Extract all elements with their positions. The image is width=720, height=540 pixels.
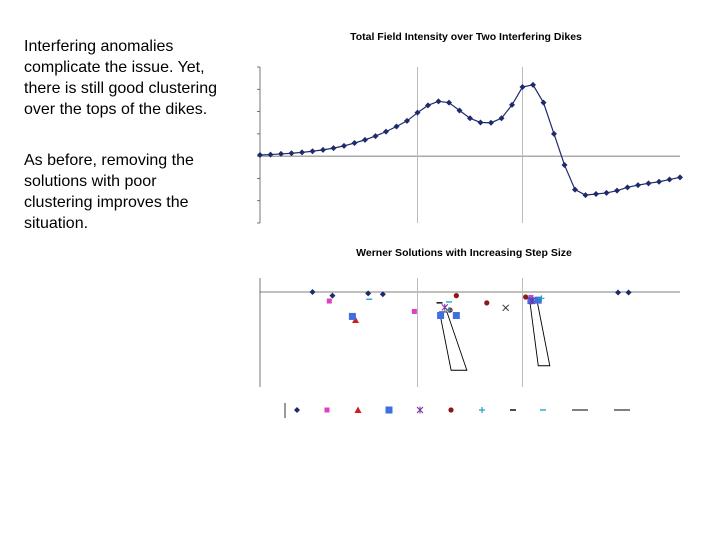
chart1-title: Total Field Intensity over Two Interferi… bbox=[350, 31, 582, 43]
chart1-series-line bbox=[259, 84, 681, 196]
chart2-point bbox=[534, 296, 542, 304]
bullet-removing: As before, removing the solutions with p… bbox=[24, 152, 194, 232]
chart1-point bbox=[383, 128, 389, 135]
bullet-list: Interfering anomalies complicate the iss… bbox=[24, 36, 224, 264]
chart2-dike-outline bbox=[439, 311, 468, 371]
chart1-point bbox=[372, 133, 379, 140]
chart1-point bbox=[257, 152, 263, 159]
chart2-point bbox=[528, 297, 536, 305]
chart2-point bbox=[309, 289, 316, 295]
chart2-point bbox=[452, 312, 460, 320]
chart2-legend-marker bbox=[416, 406, 424, 414]
chart1-point bbox=[498, 115, 505, 122]
chart1-point bbox=[414, 109, 421, 116]
chart1-point bbox=[330, 145, 337, 152]
chart1-point bbox=[446, 99, 452, 106]
chart2-point bbox=[484, 300, 490, 306]
chart2-point bbox=[411, 308, 417, 314]
chart1-point bbox=[656, 178, 662, 185]
chart1-point bbox=[309, 148, 316, 155]
chart2-point bbox=[446, 307, 452, 314]
chart1-point bbox=[593, 191, 599, 198]
chart2-legend-marker bbox=[448, 407, 454, 413]
chart2-point bbox=[441, 303, 449, 311]
chart2-point bbox=[365, 290, 372, 297]
chart1-point bbox=[467, 115, 473, 122]
chart2-point bbox=[523, 294, 529, 300]
chart2-point bbox=[453, 293, 459, 299]
chart1-point bbox=[614, 187, 620, 194]
chart2-dike-outline bbox=[529, 301, 551, 367]
chart1-point bbox=[540, 99, 547, 106]
bullet-interfering: Interfering anomalies complicate the iss… bbox=[24, 38, 217, 118]
chart1-point bbox=[582, 192, 589, 199]
chart1-point bbox=[519, 84, 526, 91]
chart1-point bbox=[509, 101, 515, 108]
chart1-point bbox=[404, 117, 410, 124]
chart2-point bbox=[329, 292, 336, 299]
chart1-point bbox=[278, 150, 284, 157]
chart1-point bbox=[666, 176, 673, 183]
werner-solutions-chart: Werner Solutions with Increasing Step Si… bbox=[259, 247, 680, 418]
chart1-point bbox=[267, 151, 274, 158]
chart1-point bbox=[551, 130, 557, 137]
chart2-point bbox=[538, 295, 545, 302]
total-field-chart: Total Field Intensity over Two Interferi… bbox=[257, 31, 683, 224]
chart1-point bbox=[572, 186, 578, 193]
chart2-point bbox=[379, 291, 386, 298]
chart2-legend-marker bbox=[294, 407, 300, 413]
chart1-point bbox=[645, 180, 652, 187]
chart1-point bbox=[299, 149, 305, 156]
chart1-point bbox=[425, 102, 431, 109]
chart2-legend-marker bbox=[385, 406, 393, 414]
chart1-point bbox=[635, 182, 641, 189]
chart1-point bbox=[677, 174, 683, 181]
chart1-point bbox=[320, 146, 326, 153]
chart2-point bbox=[502, 304, 510, 312]
chart1-point bbox=[477, 119, 484, 126]
chart1-point bbox=[341, 142, 347, 149]
chart1-point bbox=[288, 150, 295, 157]
chart1-point bbox=[435, 98, 442, 105]
chart2-legend-marker bbox=[354, 406, 362, 413]
chart1-point bbox=[351, 139, 358, 146]
chart2-point bbox=[615, 289, 622, 296]
chart2-point bbox=[437, 312, 445, 320]
chart1-point bbox=[456, 107, 463, 114]
chart2-legend-marker bbox=[479, 407, 485, 413]
chart1-point bbox=[561, 162, 568, 169]
chart1-point bbox=[488, 119, 494, 126]
chart2-point bbox=[326, 298, 332, 304]
chart1-point bbox=[393, 123, 400, 130]
chart2-point bbox=[625, 289, 632, 296]
chart1-point bbox=[624, 184, 631, 191]
chart2-legend-marker bbox=[324, 407, 330, 413]
chart2-point bbox=[348, 312, 356, 320]
chart1-point bbox=[362, 136, 368, 143]
chart1-point bbox=[603, 189, 610, 196]
chart1-point bbox=[530, 81, 536, 88]
chart2-title: Werner Solutions with Increasing Step Si… bbox=[356, 247, 572, 259]
